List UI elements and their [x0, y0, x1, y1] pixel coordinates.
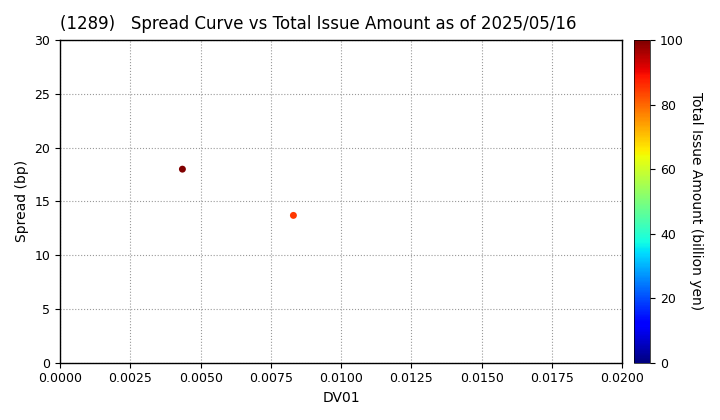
- Point: [288, 212, 300, 219]
- Text: (1289)   Spread Curve vs Total Issue Amount as of 2025/05/16: (1289) Spread Curve vs Total Issue Amoun…: [60, 15, 577, 33]
- Point: [176, 166, 188, 173]
- Y-axis label: Spread (bp): Spread (bp): [15, 160, 29, 242]
- X-axis label: DV01: DV01: [323, 391, 360, 405]
- Y-axis label: Total Issue Amount (billion yen): Total Issue Amount (billion yen): [689, 92, 703, 310]
